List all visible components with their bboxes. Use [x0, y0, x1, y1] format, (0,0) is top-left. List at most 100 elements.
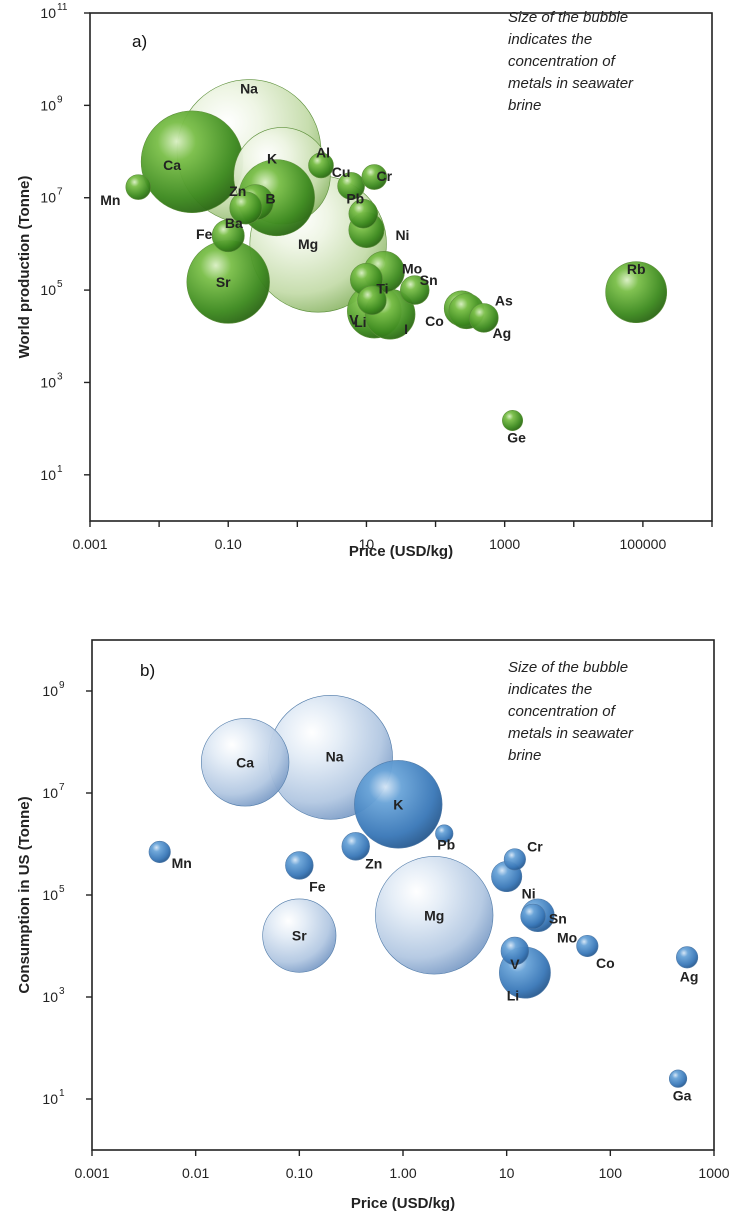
point-label-mo: Mo — [402, 261, 422, 277]
x-tick-label: 10 — [359, 536, 375, 552]
y-tick-label: 10 — [40, 467, 56, 483]
point-label-v: V — [510, 956, 520, 972]
point-label-ti: Ti — [376, 280, 388, 296]
y-tick-exponent: 7 — [57, 187, 63, 198]
note-line: concentration of — [508, 53, 617, 70]
x-tick-label: 0.001 — [74, 1165, 109, 1181]
x-ticks-b: 0.001 0.01 0.10 1.00 10 100 1000 — [74, 1150, 730, 1181]
note-line: metals in seawater — [508, 725, 634, 742]
point-label-na: Na — [326, 748, 344, 764]
note-line: brine — [508, 97, 541, 114]
y-tick-label: 10 — [40, 5, 56, 21]
note-line: concentration of — [508, 703, 617, 720]
point-label-cr: Cr — [527, 838, 543, 854]
point-label-ga: Ga — [673, 1088, 692, 1104]
note-line: Size of the bubble — [508, 659, 628, 676]
x-tick-label: 1000 — [698, 1165, 729, 1181]
point-label-co: Co — [425, 313, 444, 329]
bubble-sr — [262, 898, 337, 973]
bubble-cr — [503, 848, 526, 871]
bubble-rb — [605, 261, 668, 324]
y-tick-exponent: 3 — [57, 371, 63, 382]
x-tick-label: 0.01 — [182, 1165, 209, 1181]
bubble-size-note-b: Size of the bubble indicates the concentra… — [508, 659, 634, 764]
bubble-sn — [400, 275, 430, 305]
point-label-mn: Mn — [172, 855, 192, 871]
point-label-sn: Sn — [549, 910, 567, 926]
point-label-v: V — [349, 311, 359, 327]
bubble-fe — [285, 851, 314, 880]
point-label-ni: Ni — [522, 886, 536, 902]
bubble-k — [354, 760, 443, 849]
bubble-ca — [200, 718, 290, 807]
y-tick-exponent: 3 — [59, 986, 65, 997]
point-label-mn: Mn — [100, 192, 120, 208]
point-label-al: Al — [316, 144, 330, 160]
bubble-pb — [435, 824, 454, 843]
bubble-mo — [520, 903, 546, 930]
y-tick-label: 10 — [42, 887, 58, 903]
point-label-k: K — [393, 796, 403, 812]
note-line: indicates the — [508, 681, 592, 698]
bubble-ag — [469, 303, 499, 333]
bubble-cr — [361, 164, 388, 190]
y-axis-label-a: World production (Tonne) — [16, 176, 33, 359]
x-tick-label: 0.10 — [286, 1165, 313, 1181]
x-tick-label: 0.10 — [215, 536, 242, 552]
point-label-li: Li — [507, 988, 519, 1004]
y-axis-label-b: Consumption in US (Tonne) — [16, 796, 33, 993]
point-label-ag: Ag — [493, 325, 512, 341]
point-label-fe: Fe — [196, 226, 213, 242]
point-labels-b: Na Ca K Mg Sr Mn Fe Zn Pb Cr Ni Sn Mo V Li Co Ag Ga — [172, 748, 699, 1103]
bubble-mg — [375, 856, 494, 975]
y-tick-exponent: 11 — [57, 2, 68, 13]
x-tick-label: 1000 — [489, 536, 520, 552]
point-label-mg: Mg — [424, 907, 444, 923]
point-label-b: B — [265, 191, 275, 207]
x-tick-label: 100 — [599, 1165, 623, 1181]
y-tick-exponent: 1 — [59, 1088, 65, 1099]
bubble-ca — [140, 110, 244, 214]
point-label-ba: Ba — [225, 215, 243, 231]
point-label-as: As — [495, 292, 513, 308]
y-tick-label: 10 — [42, 989, 58, 1005]
y-tick-label: 10 — [40, 282, 56, 298]
y-tick-label: 10 — [42, 683, 58, 699]
point-label-mg: Mg — [298, 236, 318, 252]
bubble-co — [576, 934, 599, 958]
point-label-ca: Ca — [163, 157, 181, 173]
point-label-fe: Fe — [309, 878, 326, 894]
bubble-ge — [502, 410, 524, 431]
point-label-i: I — [404, 321, 408, 337]
y-tick-label: 10 — [40, 374, 56, 390]
bubble-pb — [348, 199, 378, 229]
bubbles-a — [125, 79, 668, 431]
x-tick-label: 0.001 — [72, 536, 107, 552]
point-label-co: Co — [596, 955, 615, 971]
bubble-ga — [668, 1069, 688, 1088]
point-label-ge: Ge — [507, 430, 526, 446]
x-tick-label: 1.00 — [389, 1165, 416, 1181]
bubble-v — [357, 285, 387, 316]
y-tick-exponent: 9 — [57, 94, 63, 105]
point-label-cu: Cu — [332, 164, 351, 180]
bubble-v — [500, 936, 530, 966]
point-label-zn: Zn — [365, 855, 382, 871]
x-axis-label-b: Price (USD/kg) — [351, 1195, 455, 1212]
point-label-ca: Ca — [236, 754, 254, 770]
point-label-zn: Zn — [229, 183, 246, 199]
bubble-cu — [337, 172, 365, 200]
point-label-na: Na — [240, 81, 258, 97]
plot-frame-a — [89, 12, 713, 522]
point-label-rb: Rb — [627, 261, 646, 277]
y-tick-exponent: 5 — [57, 279, 63, 290]
x-tick-label: 100000 — [620, 536, 667, 552]
bubble-ba — [229, 191, 263, 225]
point-label-k: K — [267, 151, 277, 167]
point-label-pb: Pb — [437, 837, 455, 853]
